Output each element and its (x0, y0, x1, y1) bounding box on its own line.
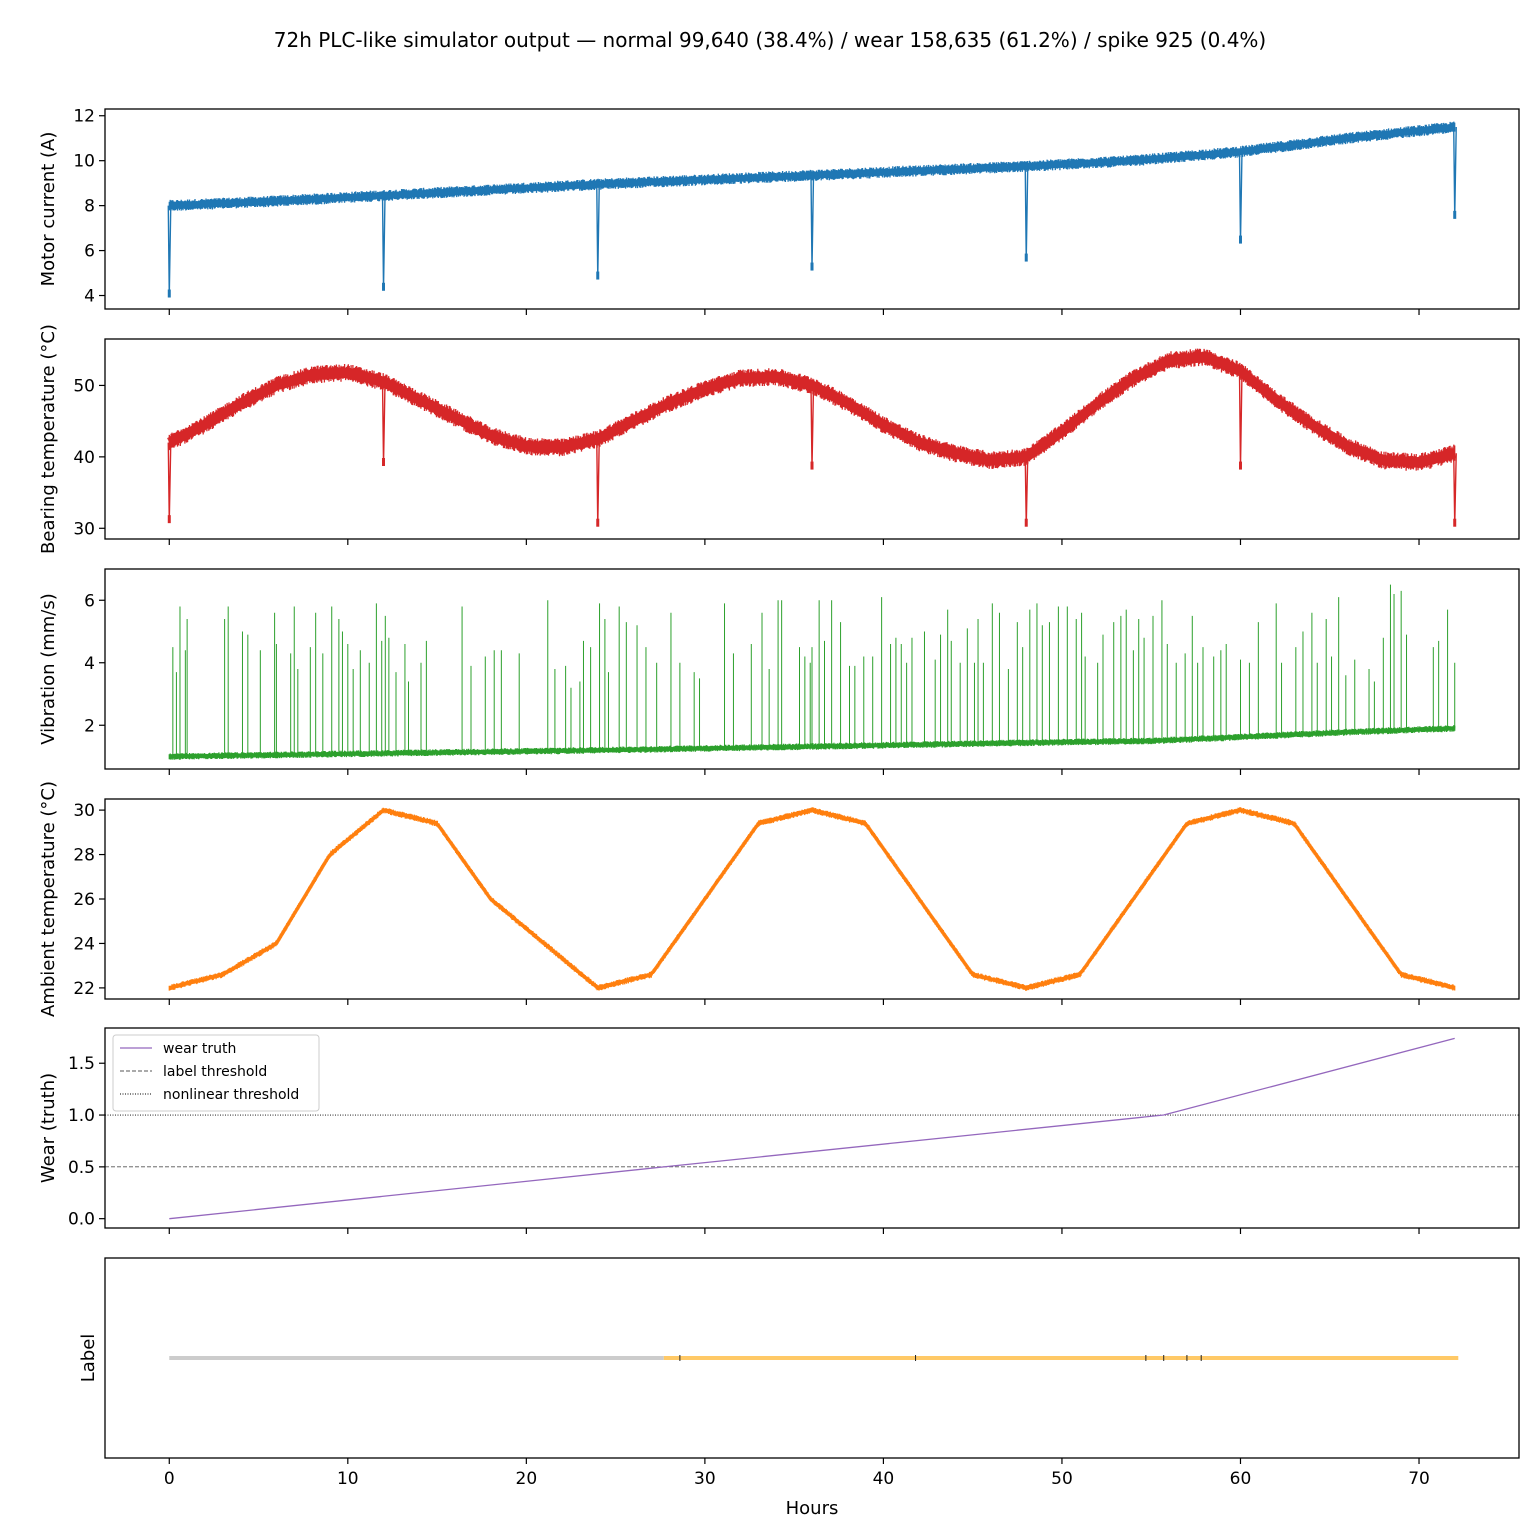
y-tick-label: 8 (84, 197, 95, 217)
subplot-3: 2 4 6 Vibration (mm/s) (38, 568, 1520, 775)
subplot-2: 30 40 50 Bearing temperature (°C) (38, 324, 1520, 554)
subplot-5: 0.0 0.5 1.0 1.5 Wear (truth) wear truth label … (38, 1027, 1520, 1234)
dip-mark (810, 175, 815, 269)
dip-mark (1024, 166, 1029, 260)
x-tick-label: 70 (1408, 1469, 1430, 1489)
y-tick-label: 4 (84, 654, 95, 674)
x-tick-label: 0 (164, 1469, 175, 1489)
axes-frame (104, 1257, 1520, 1459)
dip-mark (1238, 371, 1243, 468)
y-tick-label: 30 (73, 801, 95, 821)
axes-frame (104, 1027, 1520, 1229)
y-tick-label: 0.0 (68, 1210, 95, 1230)
y-tick-label: 24 (73, 934, 95, 954)
y-axis-label: Vibration (mm/s) (38, 593, 59, 745)
x-tick-label: 10 (337, 1469, 359, 1489)
series-band (168, 807, 1456, 991)
y-tick-label: 28 (73, 846, 95, 866)
series-line (167, 352, 1456, 468)
y-axis-label: Motor current (A) (38, 132, 59, 287)
axes-frame (104, 338, 1520, 540)
plot-area (168, 584, 1456, 760)
y-tick-label: 0.5 (68, 1158, 95, 1178)
axes-frame (104, 568, 1520, 770)
x-tick-label: 60 (1230, 1469, 1252, 1489)
y-axis-label: Bearing temperature (°C) (38, 324, 59, 554)
y-tick-label: 6 (84, 591, 95, 611)
y-axis-label: Wear (truth) (38, 1073, 59, 1183)
x-axis-label: Hours (786, 1498, 839, 1519)
dip-mark (1238, 151, 1243, 242)
y-axis-label: Label (78, 1334, 99, 1383)
legend-box (112, 1034, 320, 1112)
legend-label: wear truth (163, 1041, 236, 1057)
subplot-6: 0 10 20 30 40 50 60 70 Label (78, 1257, 1520, 1489)
dip-mark (381, 195, 386, 289)
legend-label: label threshold (163, 1064, 267, 1080)
subplot-4: 22 24 26 28 30 Ambient temperature (°C) (38, 781, 1520, 1017)
y-tick-label: 1.5 (68, 1054, 95, 1074)
y-tick-label: 30 (73, 519, 95, 539)
y-tick-label: 10 (73, 152, 95, 172)
legend: wear truth label threshold nonlinear thres… (112, 1034, 320, 1112)
x-tick-label: 30 (694, 1469, 716, 1489)
dip-mark (167, 442, 172, 522)
y-tick-label: 2 (84, 716, 95, 736)
y-tick-label: 12 (73, 107, 95, 127)
axes-frame (104, 798, 1520, 1000)
dip-mark (596, 438, 600, 525)
y-tick-label: 40 (73, 448, 95, 468)
legend-label: nonlinear threshold (163, 1087, 299, 1103)
figure-title: 72h PLC-like simulator output — normal 9… (274, 28, 1266, 52)
y-tick-label: 50 (73, 376, 95, 396)
dip-mark (596, 184, 600, 278)
axes-frame (104, 108, 1520, 310)
x-tick-label: 20 (516, 1469, 538, 1489)
y-tick-label: 6 (84, 242, 95, 262)
x-tick-label: 50 (1051, 1469, 1073, 1489)
dip-mark (167, 205, 172, 296)
y-tick-label: 22 (73, 979, 95, 999)
y-tick-label: 26 (73, 890, 95, 910)
series-line (169, 123, 1455, 209)
dip-mark (1024, 456, 1029, 525)
dip-mark (1453, 126, 1457, 217)
series-line (168, 808, 1456, 990)
plot-area (169, 1355, 1459, 1361)
y-tick-label: 1.0 (68, 1106, 95, 1126)
dip-mark (810, 385, 815, 468)
plot-area (168, 807, 1456, 991)
series-line (169, 1037, 1455, 1220)
plot-area (167, 121, 1457, 298)
y-axis-label: Ambient temperature (°C) (38, 781, 59, 1017)
plot-area (167, 348, 1457, 527)
subplot-1: 4 6 8 10 12 Motor current (A) (38, 107, 1520, 315)
plot-area (105, 1037, 1519, 1220)
dip-mark (381, 381, 386, 465)
y-tick-label: 4 (84, 287, 95, 307)
dip-mark (1453, 453, 1457, 525)
x-tick-label: 40 (873, 1469, 895, 1489)
